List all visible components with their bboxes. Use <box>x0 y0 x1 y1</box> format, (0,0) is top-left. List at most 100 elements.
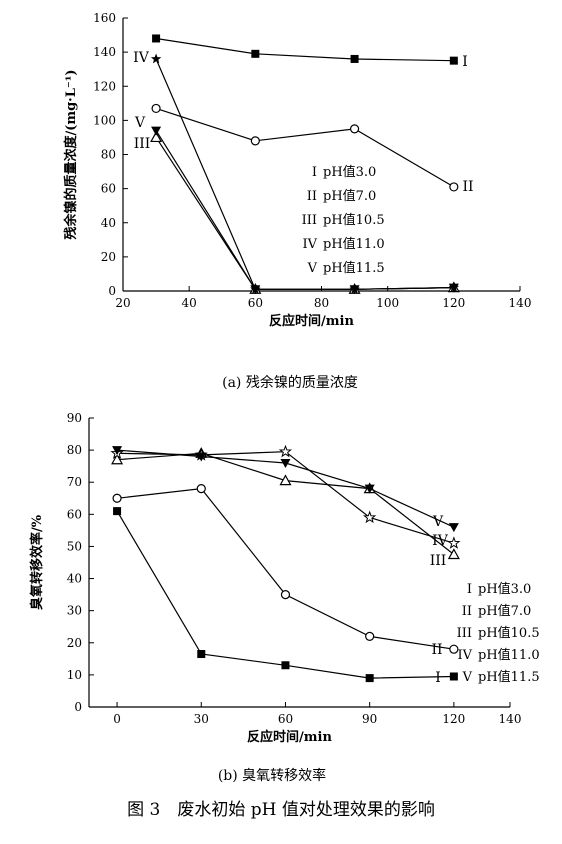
legend-numeral: III <box>302 213 317 228</box>
data-point <box>279 474 292 486</box>
data-point <box>150 53 162 64</box>
x-tick-label: 30 <box>194 712 209 726</box>
data-point <box>280 590 291 600</box>
data-point <box>113 507 122 516</box>
series-label: V <box>134 115 146 131</box>
x-tick-label: 60 <box>248 296 263 310</box>
data-point <box>449 644 459 654</box>
x-axis-title: 反应时间/min <box>247 729 332 745</box>
data-point <box>196 452 207 462</box>
series-label: IV <box>133 50 150 66</box>
legend-numeral: II <box>307 189 317 204</box>
series-label: I <box>462 54 468 70</box>
data-point <box>112 446 123 456</box>
legend-entry: pH值3.0 <box>323 164 376 180</box>
legend-entry: pH值10.5 <box>323 212 385 228</box>
data-point <box>363 510 377 524</box>
data-point <box>350 54 359 63</box>
y-tick-label: 20 <box>101 250 116 264</box>
data-point <box>152 34 161 43</box>
legend-numeral: I <box>312 165 317 180</box>
x-axis-title: 反应时间/min <box>269 313 354 329</box>
data-point <box>112 493 122 503</box>
legend-entry: pH值7.0 <box>478 603 531 619</box>
y-tick-label: 40 <box>101 216 116 230</box>
y-tick-label: 10 <box>67 668 82 682</box>
data-point <box>447 548 460 560</box>
data-point <box>447 536 461 549</box>
chart-caption: (a) 残余镍的质量浓度 <box>222 374 358 391</box>
series-line <box>155 58 454 290</box>
data-point <box>111 453 124 465</box>
y-tick-label: 30 <box>67 604 82 618</box>
chart-b: 0 10 20 30 40 50 60 70 80 90 0 30 60 90 120 140 反应时间/min… <box>29 411 540 784</box>
data-point <box>365 674 374 683</box>
series-label: III <box>430 553 447 569</box>
x-tick-label: 140 <box>499 712 522 726</box>
y-tick-label: 140 <box>93 45 116 59</box>
x-tick-label: 20 <box>115 296 130 310</box>
data-point <box>448 523 459 533</box>
y-axis-title: 残余镍的质量浓度/(mg·L⁻¹) <box>63 69 79 239</box>
data-point <box>151 103 161 114</box>
x-tick-label: 140 <box>509 296 532 310</box>
y-tick-label: 160 <box>93 11 116 25</box>
legend-numeral: V <box>462 670 473 685</box>
legend-entry: pH值3.0 <box>478 581 531 597</box>
series-line <box>117 487 454 650</box>
series-label: II <box>462 179 473 195</box>
data-point <box>250 285 261 295</box>
data-point <box>251 49 260 58</box>
data-point <box>150 131 163 143</box>
legend-numeral: III <box>457 626 472 641</box>
data-point <box>278 444 293 458</box>
x-tick-label: 0 <box>113 712 121 726</box>
data-point <box>197 650 206 659</box>
series-label: II <box>431 642 442 658</box>
data-point <box>250 136 260 146</box>
y-tick-label: 80 <box>101 148 116 162</box>
data-point <box>365 631 375 641</box>
series-label: III <box>134 136 151 152</box>
y-tick-label: 0 <box>108 284 116 298</box>
legend-entry: pH值10.5 <box>478 625 540 641</box>
legend-entry: pH值11.0 <box>323 236 385 252</box>
data-point <box>151 126 162 136</box>
series-line <box>155 107 455 188</box>
legend-entry: pH值11.5 <box>323 260 385 276</box>
y-tick-label: 50 <box>67 539 82 553</box>
series-line <box>156 37 454 62</box>
chart-caption: (b) 臭氧转移效率 <box>218 767 326 784</box>
figure-caption: 图 3 废水初始 pH 值对处理效果的影响 <box>127 800 435 820</box>
data-point <box>449 182 459 192</box>
x-tick-label: 40 <box>182 296 197 310</box>
y-tick-label: 120 <box>93 79 116 93</box>
y-tick-label: 0 <box>74 700 82 714</box>
legend-numeral: IV <box>302 237 317 252</box>
legend-numeral: II <box>462 604 472 619</box>
legend-entry: pH值11.5 <box>478 669 540 685</box>
y-tick-label: 60 <box>67 507 82 521</box>
legend-numeral: V <box>307 261 318 276</box>
y-tick-label: 60 <box>101 182 116 196</box>
data-point <box>449 56 458 65</box>
y-tick-label: 40 <box>67 572 82 586</box>
data-point <box>281 661 290 670</box>
data-point <box>280 458 291 468</box>
x-tick-label: 100 <box>376 296 399 310</box>
series-label: V <box>432 514 444 530</box>
x-tick-label: 90 <box>362 712 377 726</box>
data-point <box>448 283 459 293</box>
y-tick-label: 100 <box>93 113 116 127</box>
x-tick-label: 120 <box>442 296 465 310</box>
data-point <box>196 484 206 494</box>
data-point <box>349 285 360 295</box>
data-point <box>449 672 458 681</box>
legend-entry: pH值11.0 <box>478 647 540 663</box>
y-tick-label: 70 <box>67 475 82 489</box>
x-tick-label: 60 <box>278 712 293 726</box>
y-tick-label: 80 <box>67 443 82 457</box>
series-label: I <box>435 670 441 686</box>
legend-entry: pH值7.0 <box>323 188 376 204</box>
